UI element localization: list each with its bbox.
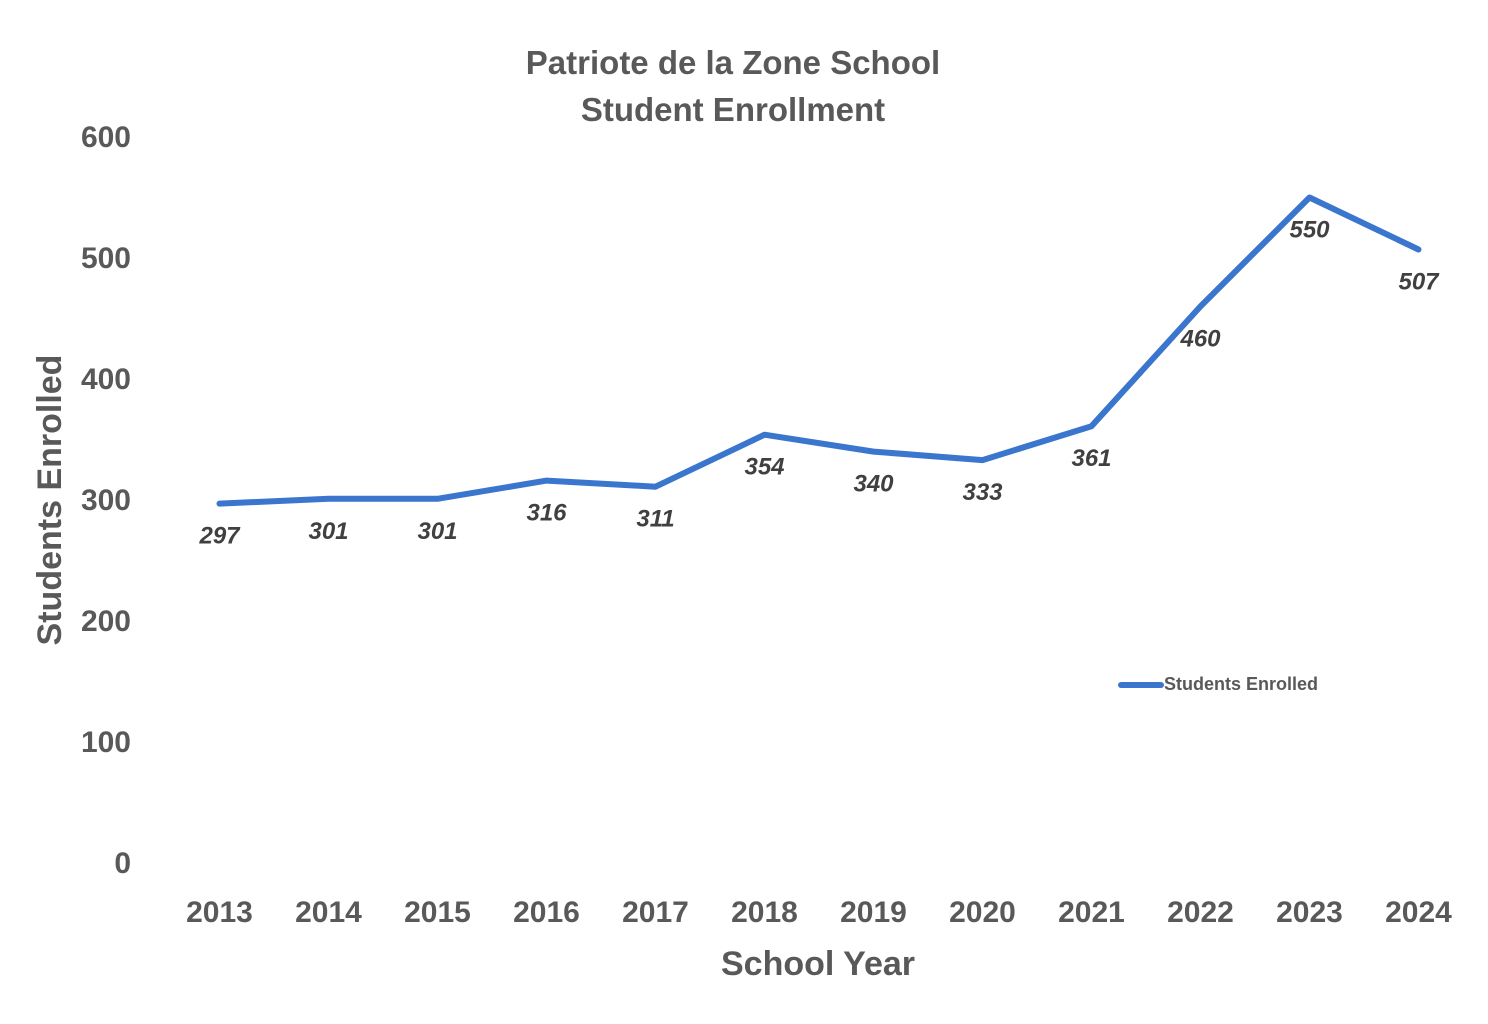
y-tick-label-300: 300	[81, 484, 131, 517]
data-label-2020: 333	[962, 479, 1003, 506]
x-tick-label-2017: 2017	[622, 896, 689, 929]
data-label-2014: 301	[308, 518, 348, 545]
x-tick-label-2024: 2024	[1385, 896, 1452, 929]
legend: Students Enrolled	[1118, 674, 1318, 694]
y-axis-title: Students Enrolled	[31, 355, 69, 646]
x-axis-tick-labels: 2013 2014 2015 2016 2017 2018 2019 2020 2021 2022…	[186, 896, 1452, 929]
data-label-2021: 361	[1071, 445, 1111, 472]
y-tick-label-100: 100	[81, 726, 131, 759]
x-tick-label-2019: 2019	[840, 896, 907, 929]
x-axis-title: School Year	[721, 945, 915, 983]
y-axis-tick-labels: 0 100 200 300 400 500 600	[81, 121, 131, 880]
data-labels: 297 301 301 316 311 354 340 333 361 460 550 507	[198, 217, 1440, 550]
data-label-2017: 311	[636, 506, 674, 533]
data-label-2019: 340	[853, 471, 894, 498]
data-label-2015: 301	[417, 518, 457, 545]
x-tick-label-2015: 2015	[404, 896, 471, 929]
x-tick-label-2021: 2021	[1058, 896, 1125, 929]
chart-subtitle: Student Enrollment	[581, 91, 885, 128]
x-tick-label-2013: 2013	[186, 896, 253, 929]
y-tick-label-500: 500	[81, 242, 131, 275]
x-tick-label-2016: 2016	[513, 896, 580, 929]
legend-label-students-enrolled: Students Enrolled	[1164, 674, 1318, 694]
y-tick-label-0: 0	[114, 847, 131, 880]
series-line-0	[216, 194, 1422, 507]
chart-title: Patriote de la Zone School	[526, 44, 940, 81]
data-label-2022: 460	[1179, 325, 1221, 352]
x-tick-label-2020: 2020	[949, 896, 1016, 929]
data-label-2018: 354	[744, 454, 784, 481]
data-label-2013: 297	[198, 523, 241, 550]
data-label-2016: 316	[526, 500, 567, 527]
y-tick-label-400: 400	[81, 363, 131, 396]
data-label-2023: 550	[1289, 217, 1330, 244]
y-tick-label-200: 200	[81, 605, 131, 638]
x-tick-label-2018: 2018	[731, 896, 798, 929]
series-layer	[216, 194, 1422, 507]
y-tick-label-600: 600	[81, 121, 131, 154]
data-label-2024: 507	[1398, 269, 1440, 296]
x-tick-label-2022: 2022	[1167, 896, 1234, 929]
x-tick-label-2023: 2023	[1276, 896, 1343, 929]
x-tick-label-2014: 2014	[295, 896, 362, 929]
